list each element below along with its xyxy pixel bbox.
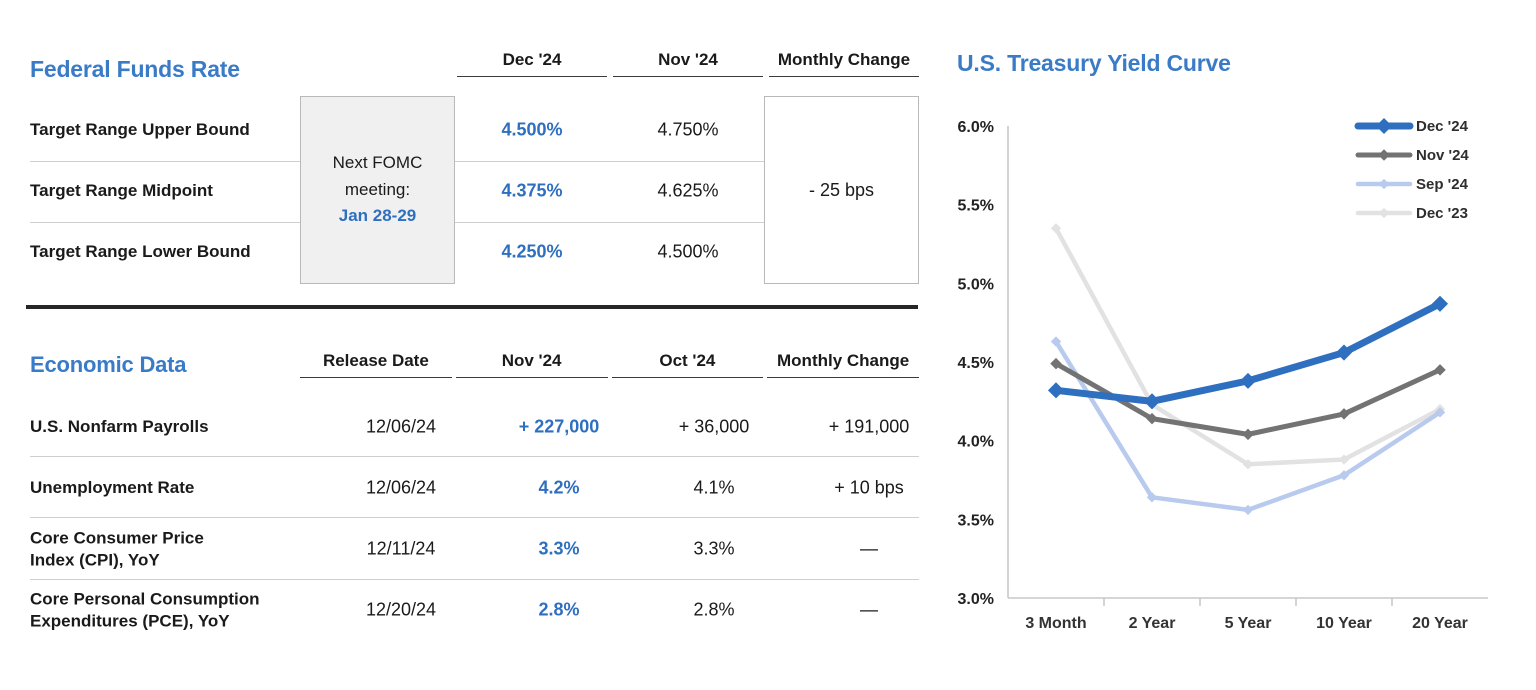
fomc-callout-line1: Next FOMC <box>332 153 423 173</box>
row-label: Core Consumer Price Index (CPI), YoY <box>30 527 300 571</box>
row-value-current: + 227,000 <box>518 416 600 437</box>
row-divider <box>30 456 919 457</box>
svg-text:Dec '23: Dec '23 <box>1416 205 1468 222</box>
economic-data-column-headers: Release Date Nov '24 Oct '24 Monthly Cha… <box>300 351 919 378</box>
row-value-current: 4.250% <box>501 241 563 262</box>
row-label-line1: Unemployment Rate <box>30 478 195 498</box>
row-monthly-change: — <box>860 538 878 559</box>
series-markers <box>1047 223 1449 516</box>
row-label-line1: Core Consumer Price <box>30 528 204 548</box>
svg-text:Dec '24: Dec '24 <box>1416 118 1469 135</box>
row-label: Target Range Upper Bound <box>30 120 250 140</box>
federal-funds-rate-title: Federal Funds Rate <box>30 56 240 82</box>
row-monthly-change: + 191,000 <box>828 416 910 437</box>
row-release-date: 12/11/24 <box>366 538 436 559</box>
svg-text:Nov '24: Nov '24 <box>1416 147 1469 164</box>
column-header-econ-prior: Oct '24 <box>611 351 764 378</box>
row-label-line1: Core Personal Consumption <box>30 589 260 609</box>
row-value-current: 4.2% <box>538 477 580 498</box>
row-label: Target Range Midpoint <box>30 181 213 201</box>
x-axis-ticks: 3 Month 2 Year 5 Year 10 Year 20 Year <box>1025 615 1468 632</box>
table-row: Core Personal Consumption Expenditures (… <box>30 582 919 638</box>
row-label-line2: Index (CPI), YoY <box>30 550 160 569</box>
svg-text:10 Year: 10 Year <box>1316 615 1372 632</box>
row-value-prior: 4.750% <box>657 119 719 140</box>
yield-curve-chart: 6.0% 5.5% 5.0% 4.5% 4.0% 3.5% 3.0% 3 Month 2 Ye… <box>940 100 1530 650</box>
row-label: Core Personal Consumption Expenditures (… <box>30 588 300 632</box>
axis-lines <box>1007 126 1488 606</box>
table-row: Target Range Upper Bound 4.500% 4.750% <box>30 101 919 159</box>
row-value-current: 3.3% <box>538 538 580 559</box>
row-label-line2: Expenditures (PCE), YoY <box>30 611 230 630</box>
column-header-econ-current: Nov '24 <box>455 351 608 378</box>
svg-text:3.5%: 3.5% <box>958 512 994 529</box>
row-value-prior: 4.1% <box>693 477 735 498</box>
column-header-ffr-prior: Nov '24 <box>613 50 763 77</box>
svg-text:3 Month: 3 Month <box>1025 615 1086 632</box>
column-header-ffr-monthly-change: Monthly Change <box>769 50 919 77</box>
row-label-line1: U.S. Nonfarm Payrolls <box>30 417 209 437</box>
row-label: U.S. Nonfarm Payrolls <box>30 416 300 438</box>
row-label: Target Range Lower Bound <box>30 242 251 262</box>
svg-text:4.5%: 4.5% <box>958 355 994 372</box>
row-label: Unemployment Rate <box>30 477 300 499</box>
economic-data-title: Economic Data <box>30 352 187 377</box>
yield-curve-plot: 6.0% 5.5% 5.0% 4.5% 4.0% 3.5% 3.0% 3 Month 2 Ye… <box>958 117 1488 632</box>
svg-text:4.0%: 4.0% <box>958 434 994 451</box>
svg-text:5.0%: 5.0% <box>958 276 994 293</box>
row-value-prior: 4.625% <box>657 180 719 201</box>
svg-text:Sep '24: Sep '24 <box>1416 176 1469 193</box>
table-row: Core Consumer Price Index (CPI), YoY 12/… <box>30 521 919 577</box>
fomc-meeting-date: Jan 28-29 <box>338 206 417 226</box>
section-divider <box>26 305 918 309</box>
next-fomc-meeting-callout: Next FOMC meeting: Jan 28-29 <box>300 96 455 284</box>
svg-text:5.5%: 5.5% <box>958 198 994 215</box>
svg-text:5 Year: 5 Year <box>1225 615 1272 632</box>
y-axis-ticks: 6.0% 5.5% 5.0% 4.5% 4.0% 3.5% 3.0% <box>958 119 994 608</box>
svg-text:2 Year: 2 Year <box>1129 615 1176 632</box>
monthly-change-value-box: - 25 bps <box>764 96 919 284</box>
monthly-change-value: - 25 bps <box>808 179 875 200</box>
svg-text:3.0%: 3.0% <box>958 591 994 608</box>
row-value-prior: 3.3% <box>693 538 735 559</box>
row-value-prior: 4.500% <box>657 241 719 262</box>
chart-legend: Dec '24 Nov '24 Sep '24 Dec '23 <box>1354 117 1469 222</box>
table-row: Target Range Lower Bound 4.250% 4.500% <box>30 223 919 281</box>
column-header-release-date: Release Date <box>300 351 452 378</box>
svg-text:6.0%: 6.0% <box>958 119 994 136</box>
row-value-prior: 2.8% <box>693 599 735 620</box>
fomc-callout-line2: meeting: <box>344 179 411 199</box>
row-monthly-change: — <box>860 599 878 620</box>
row-release-date: 12/06/24 <box>365 416 437 437</box>
row-value-current: 4.375% <box>501 180 563 201</box>
column-header-ffr-current: Dec '24 <box>457 50 607 77</box>
yield-curve-chart-title: U.S. Treasury Yield Curve <box>957 50 1231 76</box>
table-row: Target Range Midpoint 4.375% 4.625% <box>30 162 919 220</box>
column-header-econ-monthly-change: Monthly Change <box>767 351 919 378</box>
row-monthly-change: + 10 bps <box>834 477 904 498</box>
svg-text:20 Year: 20 Year <box>1412 615 1468 632</box>
row-divider <box>30 517 919 518</box>
row-value-prior: + 36,000 <box>678 416 750 437</box>
row-value-current: 2.8% <box>538 599 580 620</box>
table-row: Unemployment Rate 12/06/24 4.2% 4.1% + 1… <box>30 461 919 515</box>
row-release-date: 12/20/24 <box>365 599 437 620</box>
table-row: U.S. Nonfarm Payrolls 12/06/24 + 227,000… <box>30 400 919 454</box>
federal-funds-column-headers: Dec '24 Nov '24 Monthly Change <box>457 50 919 77</box>
row-divider <box>30 579 919 580</box>
row-value-current: 4.500% <box>501 119 563 140</box>
row-release-date: 12/06/24 <box>365 477 437 498</box>
